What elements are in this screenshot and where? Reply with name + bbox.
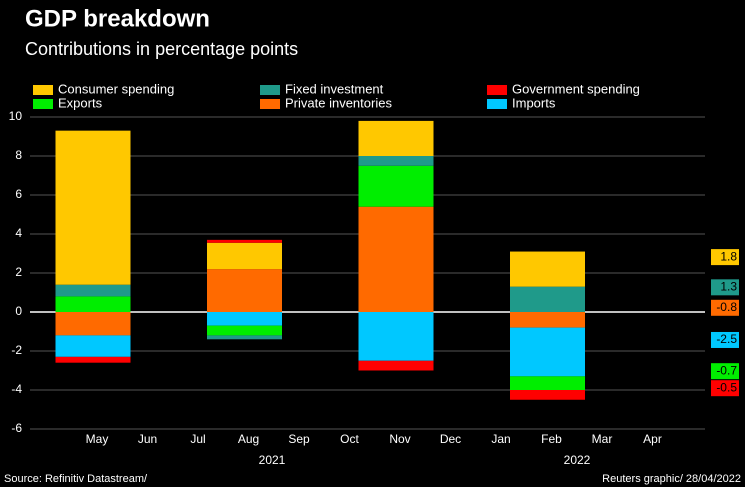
value-label-box [711,279,739,296]
bar-segment [510,327,585,377]
bar-segment [55,356,131,363]
source: Source: Refinitiv Datastream/ [4,473,148,485]
bar-segment [55,335,131,357]
value-label-box [711,363,739,380]
y-tick-label: -2 [11,343,22,357]
y-tick-label: 8 [15,148,22,162]
legend-swatch [260,85,280,95]
bar-segment [510,286,585,312]
bar-segment [55,312,131,336]
bar-segment [207,242,282,270]
y-tick-label: 0 [15,304,22,318]
y-tick-label: 2 [15,265,22,279]
legend-label: Consumer spending [58,81,174,96]
x-tick-label: Dec [440,432,461,446]
chart-subtitle: Contributions in percentage points [25,39,298,59]
bar-segment [358,312,434,361]
bar-segment [358,156,434,166]
year-label: 2021 [259,453,286,467]
value-label: 1.3 [720,279,737,293]
x-tick-label: Sep [288,432,310,446]
legend-swatch [487,85,507,95]
bar-segment [510,376,585,390]
bar-segment [207,239,282,243]
x-tick-label: Jun [138,432,157,446]
bar-segment [510,312,585,328]
legend-swatch [260,99,280,109]
bar-segment [358,206,434,312]
value-label: -2.5 [716,332,737,346]
y-tick-label: 10 [9,109,23,123]
bar-segment [55,130,131,285]
value-label-box [711,249,739,266]
bar-segment [207,269,282,312]
value-label-box [711,380,739,397]
x-tick-label: Nov [389,432,410,446]
legend-swatch [487,99,507,109]
bar-segment [510,251,585,287]
value-label: -0.8 [716,300,737,314]
x-tick-label: Jul [190,432,205,446]
credit: Reuters graphic/ 28/04/2022 [602,473,741,485]
y-tick-label: 6 [15,187,22,201]
value-label: 1.8 [720,249,737,263]
bar-segment [510,390,585,400]
year-label: 2022 [564,453,591,467]
legend-label: Government spending [512,81,640,96]
value-label: -0.5 [716,380,737,394]
x-tick-label: Aug [238,432,259,446]
bar-segment [55,284,131,297]
bar-segment [358,165,434,207]
bar-segment [207,312,282,326]
legend-swatch [33,85,53,95]
legend-label: Imports [512,95,556,110]
legend-swatch [33,99,53,109]
x-tick-label: May [86,432,109,446]
x-tick-label: Feb [541,432,562,446]
x-tick-label: Jan [491,432,510,446]
bar-segment [207,325,282,336]
y-tick-label: -4 [11,382,22,396]
value-label-box [711,299,739,316]
x-tick-label: Apr [643,432,662,446]
value-label-box [711,331,739,348]
x-tick-label: Mar [592,432,613,446]
y-tick-label: 4 [15,226,22,240]
legend-label: Private inventories [285,95,392,110]
y-tick-label: -6 [11,421,22,435]
legend-label: Exports [58,95,103,110]
bar-segment [358,360,434,371]
value-label: -0.7 [716,363,737,377]
legend-label: Fixed investment [285,81,384,96]
bar-segment [55,296,131,312]
chart-title: GDP breakdown [25,5,210,32]
bar-segment [358,120,434,156]
bar-segment [207,335,282,340]
x-tick-label: Oct [340,432,359,446]
